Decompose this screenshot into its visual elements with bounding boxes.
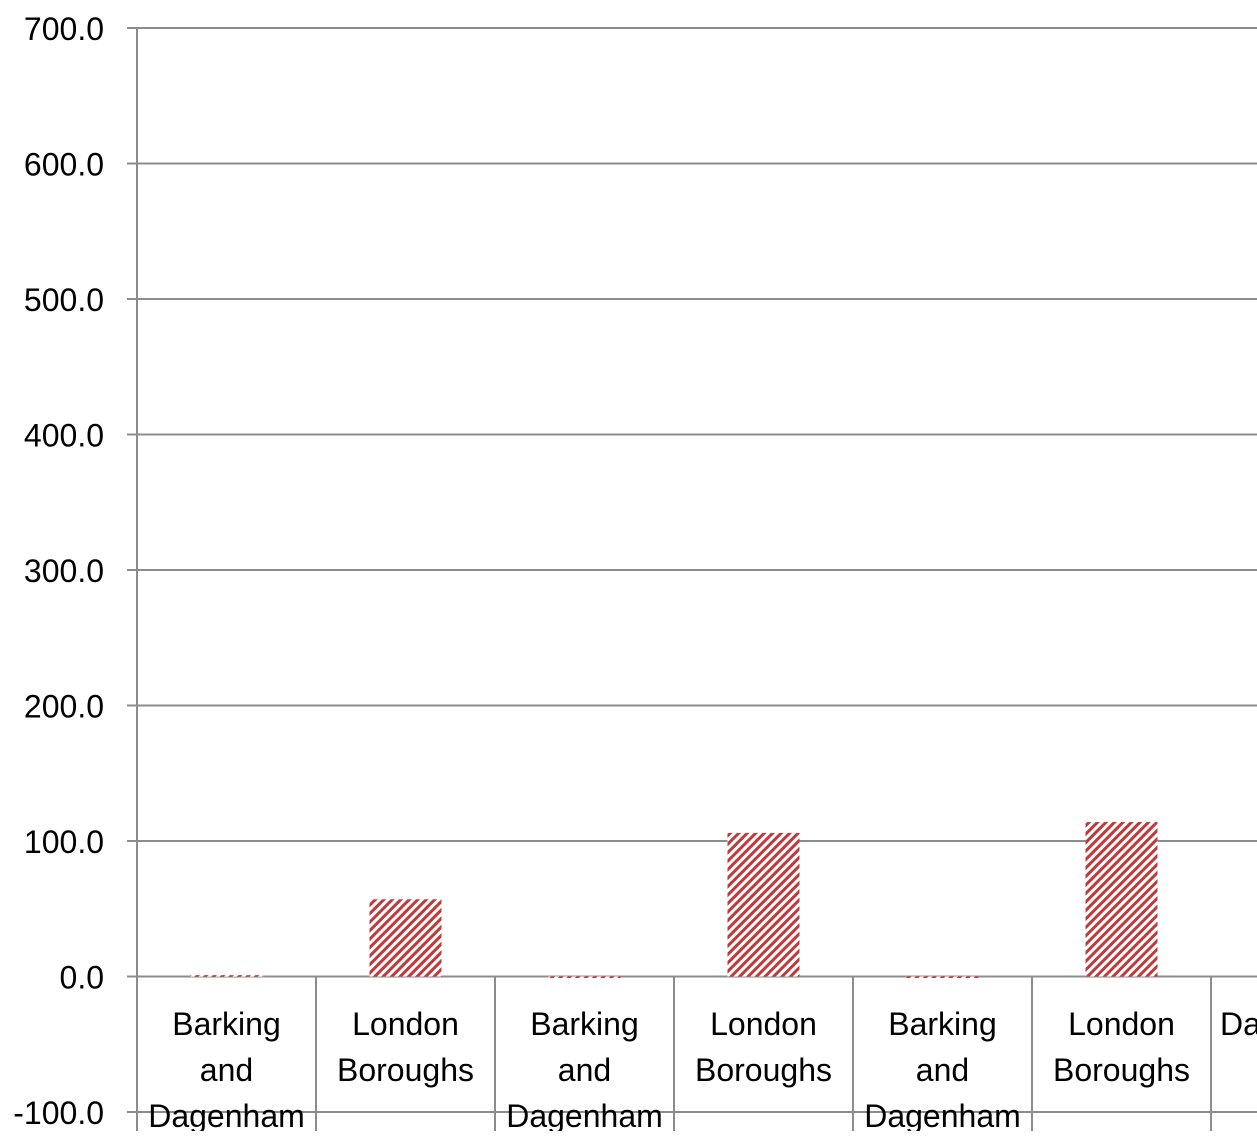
bar xyxy=(190,975,263,977)
y-tick-label: 0.0 xyxy=(60,960,104,996)
x-tick-label: and xyxy=(200,1052,253,1088)
x-tick-label: London xyxy=(1068,1006,1175,1042)
y-tick-label: 100.0 xyxy=(24,824,104,860)
x-tick-label: Dagenham xyxy=(506,1098,663,1131)
bar xyxy=(906,976,979,978)
y-tick-label: 700.0 xyxy=(24,11,104,47)
bar xyxy=(369,899,442,977)
x-tick-label: London xyxy=(710,1006,817,1042)
y-tick-label: 200.0 xyxy=(24,689,104,725)
x-tick-label: and xyxy=(916,1052,969,1088)
x-tick-label: Dagenham xyxy=(148,1098,305,1131)
x-tick-label: Da xyxy=(1220,1006,1257,1042)
y-tick-label: 300.0 xyxy=(24,553,104,589)
x-tick-label: Boroughs xyxy=(1053,1052,1190,1088)
bar xyxy=(1085,822,1158,977)
x-tick-label: London xyxy=(352,1006,459,1042)
x-tick-label: and xyxy=(558,1052,611,1088)
y-tick-label: 600.0 xyxy=(24,147,104,183)
bar xyxy=(727,832,800,977)
x-tick-label: Boroughs xyxy=(695,1052,832,1088)
y-tick-label: -100.0 xyxy=(13,1095,104,1131)
y-tick-label: 400.0 xyxy=(24,418,104,454)
x-tick-label: Dagenham xyxy=(864,1098,1021,1131)
x-tick-label: Barking xyxy=(888,1006,997,1042)
x-tick-label: Barking xyxy=(172,1006,281,1042)
x-tick-label: Barking xyxy=(530,1006,639,1042)
x-tick-label: Boroughs xyxy=(337,1052,474,1088)
bar xyxy=(548,976,621,978)
y-tick-label: 500.0 xyxy=(24,282,104,318)
